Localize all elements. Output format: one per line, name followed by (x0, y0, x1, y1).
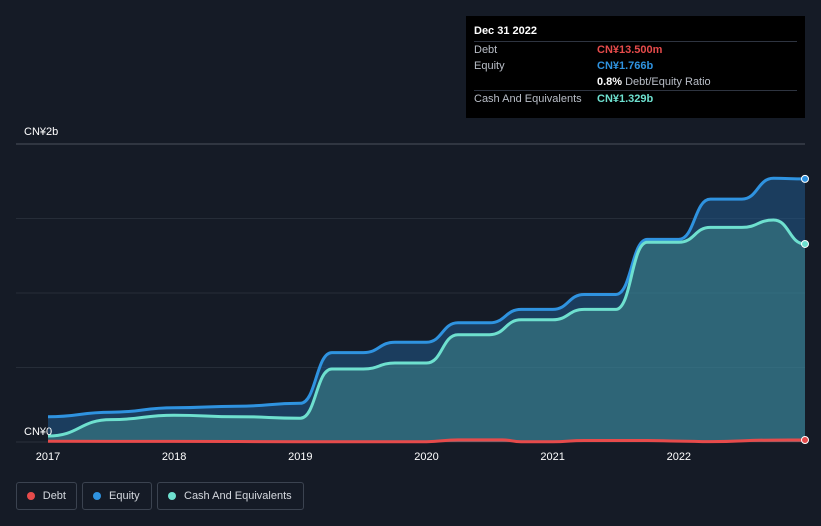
legend-debt-label: Debt (42, 490, 66, 502)
debt-end-point (801, 435, 809, 444)
tooltip-debt-value: CN¥13.500m (597, 44, 663, 56)
tooltip-equity-label: Equity (474, 60, 505, 72)
cash-and-equivalents-end-point (801, 239, 809, 248)
y-axis-label-top: CN¥2b (24, 126, 58, 138)
legend-equity-label: Equity (109, 490, 140, 502)
equity-dot-icon (93, 492, 101, 500)
series-end-points (801, 174, 809, 444)
equity-end-point (801, 174, 809, 183)
x-tick-label: 2022 (667, 451, 691, 463)
cash-and-equivalents-area (48, 220, 805, 442)
x-axis-ticks: 2017 2018 2019 2020 2021 2022 (36, 451, 691, 463)
tooltip-equity-row: Equity CN¥1.766b (474, 58, 797, 74)
y-axis-label-bottom: CN¥0 (24, 426, 52, 438)
x-tick-label: 2018 (162, 451, 186, 463)
tooltip-debt-row: Debt CN¥13.500m (474, 41, 797, 58)
equity-area (48, 178, 805, 443)
tooltip-cash-row: Cash And Equivalents CN¥1.329b (474, 90, 797, 107)
series-lines (47, 176, 806, 444)
tooltip-ratio-value: 0.8% (597, 76, 623, 88)
legend-equity[interactable]: Equity (82, 482, 152, 510)
x-tick-label: 2020 (414, 451, 438, 463)
tooltip-ratio-label: Debt/Equity Ratio (625, 76, 711, 88)
legend-debt[interactable]: Debt (16, 482, 77, 510)
x-tick-label: 2019 (288, 451, 312, 463)
debt-line (47, 438, 806, 444)
legend-cash[interactable]: Cash And Equivalents (157, 482, 304, 510)
equity-line (47, 176, 806, 419)
tooltip: Dec 31 2022 Debt CN¥13.500m Equity CN¥1.… (466, 16, 805, 118)
x-tick-label: 2021 (540, 451, 564, 463)
tooltip-equity-value: CN¥1.766b (597, 60, 654, 72)
debt-dot-icon (27, 492, 35, 500)
tooltip-debt-label: Debt (474, 44, 498, 56)
cash-dot-icon (168, 492, 176, 500)
legend-cash-label: Cash And Equivalents (184, 490, 292, 502)
tooltip-date: Dec 31 2022 (474, 25, 537, 37)
tooltip-ratio-row: 0.8% Debt/Equity Ratio (474, 74, 797, 90)
x-tick-label: 2017 (36, 451, 60, 463)
cash-and-equivalents-line (47, 218, 806, 438)
tooltip-cash-value: CN¥1.329b (597, 93, 654, 105)
tooltip-cash-label: Cash And Equivalents (474, 93, 582, 105)
series-areas (48, 178, 805, 443)
tooltip-ratio-spacer (474, 74, 597, 90)
